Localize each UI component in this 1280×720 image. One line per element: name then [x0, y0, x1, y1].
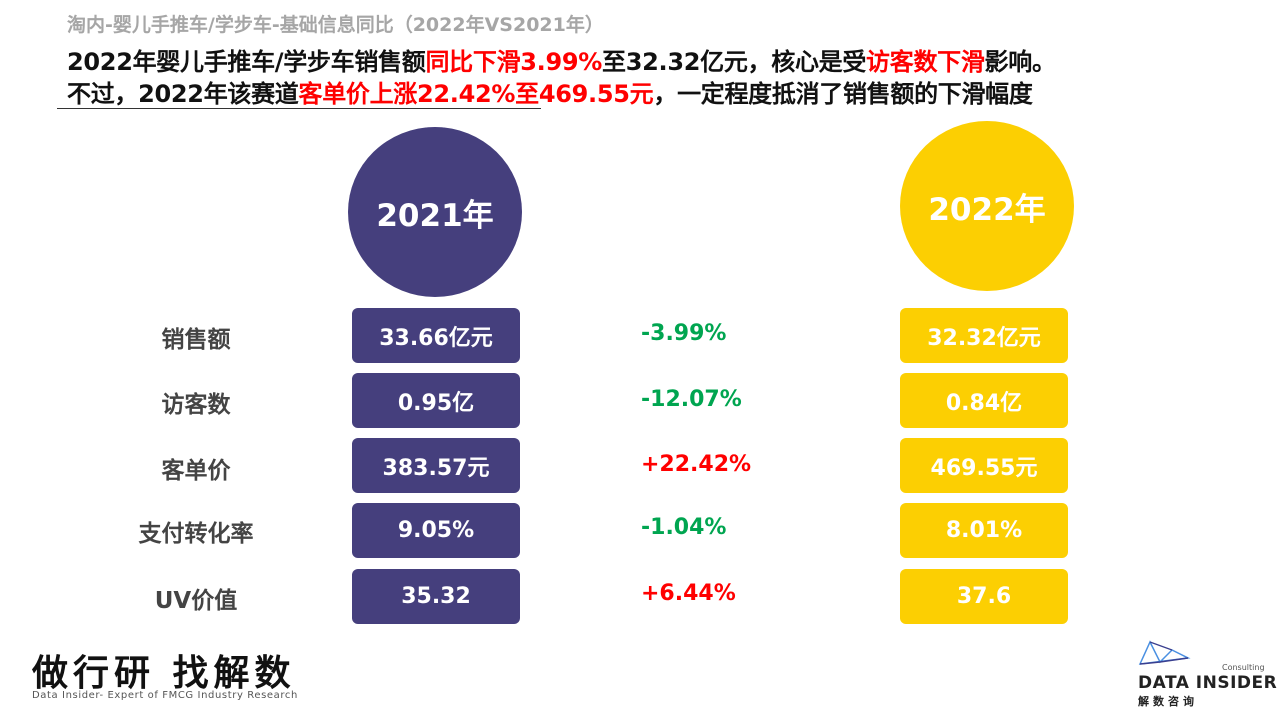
- value-2022-avg-order-value: 469.55元: [900, 438, 1068, 493]
- change-uv-value: +6.44%: [641, 581, 736, 606]
- headline-1-highlight-visitors-drop: 访客数下滑: [866, 48, 985, 76]
- headline-line-2: 不过，2022年该赛道客单价上涨22.42%至469.55元，一定程度抵消了销售…: [67, 74, 1033, 109]
- value-2022-uv-value-text: 37.6: [956, 584, 1012, 609]
- year-circle-2022: 2022年: [900, 121, 1074, 291]
- metric-label-uv-value: UV价值: [154, 588, 238, 614]
- value-2021-uv-value-text: 35.32: [401, 584, 471, 609]
- metric-label-sales: 销售额: [161, 327, 231, 353]
- headline-1-text-c: 影响。: [984, 48, 1056, 76]
- value-2022-visitors-text: 0.84亿: [945, 390, 1023, 416]
- headline-2-highlight-price-rise: 客单价上涨22.42%至469.55元: [298, 80, 654, 108]
- headline-2-text-b: ，一定程度抵消了销售额的下滑幅度: [653, 80, 1033, 108]
- value-2021-sales: 33.66亿元: [352, 308, 520, 363]
- logo-name-text: DATA INSIDER: [1138, 673, 1278, 693]
- headline-underline: [57, 108, 541, 109]
- value-2022-uv-value: 37.6: [900, 569, 1068, 624]
- change-conversion-rate: -1.04%: [641, 515, 727, 540]
- value-2021-sales-text: 33.66亿元: [379, 325, 493, 351]
- value-2021-visitors-text: 0.95亿: [397, 390, 475, 416]
- value-2022-conversion-rate: 8.01%: [900, 503, 1068, 558]
- value-2021-visitors: 0.95亿: [352, 373, 520, 428]
- value-2021-conversion-rate: 9.05%: [352, 503, 520, 558]
- brand-tagline: Data Insider- Expert of FMCG Industry Re…: [32, 690, 298, 701]
- year-label-2021: 2021年: [376, 197, 494, 234]
- value-2022-sales: 32.32亿元: [900, 308, 1068, 363]
- metric-label-visitors: 访客数: [161, 392, 231, 418]
- value-2022-sales-text: 32.32亿元: [927, 325, 1041, 351]
- value-2022-avg-order-value-text: 469.55元: [930, 455, 1038, 481]
- headline-2-text-a: 不过，2022年该赛道: [67, 80, 299, 108]
- value-2022-visitors: 0.84亿: [900, 373, 1068, 428]
- headline-line-1: 2022年婴儿手推车/学步车销售额同比下滑3.99%至32.32亿元，核心是受访…: [67, 42, 1056, 77]
- logo-cn-text: 解数咨询: [1138, 695, 1198, 708]
- headline-1-text-a: 2022年婴儿手推车/学步车销售额: [67, 48, 426, 76]
- value-2021-avg-order-value: 383.57元: [352, 438, 520, 493]
- year-label-2022: 2022年: [928, 191, 1046, 228]
- value-2021-conversion-rate-text: 9.05%: [397, 518, 475, 543]
- data-insider-logo-icon: [1138, 640, 1191, 665]
- change-sales: -3.99%: [641, 321, 727, 346]
- metric-label-avg-order-value: 客单价: [161, 458, 231, 484]
- headline-1-highlight-sales-drop: 同比下滑3.99%: [425, 48, 603, 76]
- change-visitors: -12.07%: [641, 387, 742, 412]
- headline-1-text-b: 至32.32亿元，核心是受: [602, 48, 867, 76]
- metric-label-conversion-rate: 支付转化率: [138, 521, 254, 547]
- change-avg-order-value: +22.42%: [641, 452, 752, 477]
- value-2021-uv-value: 35.32: [352, 569, 520, 624]
- brand-slogan: 做行研 找解数: [32, 652, 296, 694]
- logo-consulting-text: Consulting: [1222, 663, 1265, 672]
- value-2021-avg-order-value-text: 383.57元: [382, 455, 490, 481]
- year-circle-2021: 2021年: [348, 127, 522, 297]
- value-2022-conversion-rate-text: 8.01%: [945, 518, 1023, 543]
- slide-subtitle: 淘内-婴儿手推车/学步车-基础信息同比（2022年VS2021年）: [67, 14, 604, 36]
